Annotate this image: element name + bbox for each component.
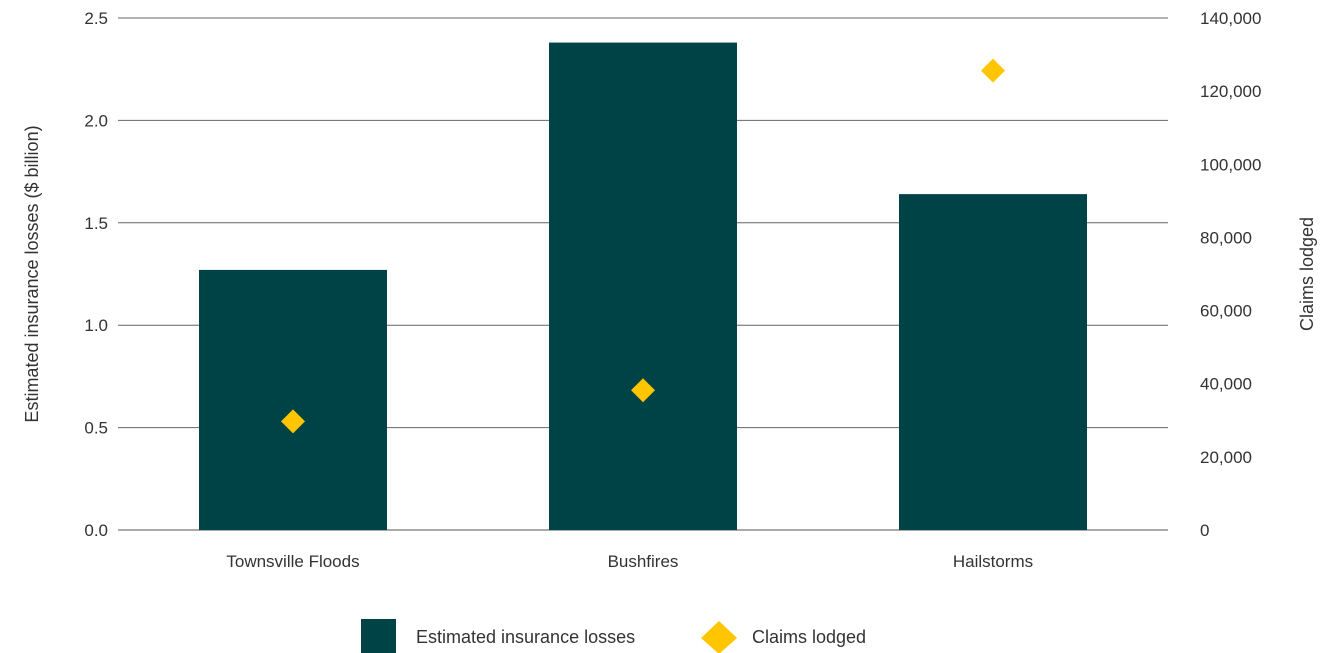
- right-axis-ticks: 0 20,000 40,000 60,000 80,000 100,000 120,000 1…: [1200, 9, 1261, 540]
- left-tick-label: 0.5: [84, 419, 108, 438]
- claims-marker-bushfires: [631, 378, 655, 403]
- category-label: Townsville Floods: [226, 552, 359, 571]
- legend-label-losses: Estimated insurance losses: [416, 627, 635, 647]
- category-labels: Townsville Floods Bushfires Hailstorms: [226, 552, 1033, 571]
- category-label: Hailstorms: [953, 552, 1033, 571]
- bars: [199, 42, 1087, 531]
- left-axis-title: Estimated insurance losses ($ billion): [22, 125, 42, 422]
- right-tick-label: 140,000: [1200, 9, 1261, 28]
- right-axis-title: Claims lodged: [1297, 217, 1317, 331]
- legend: Estimated insurance losses Claims lodged: [361, 619, 866, 653]
- left-axis-ticks: 0.0 0.5 1.0 1.5 2.0 2.5: [84, 9, 108, 540]
- claims-markers: [281, 58, 1005, 434]
- right-tick-label: 80,000: [1200, 228, 1252, 247]
- left-tick-label: 0.0: [84, 521, 108, 540]
- right-tick-label: 100,000: [1200, 155, 1261, 174]
- bar-bushfires: [549, 42, 737, 531]
- right-tick-label: 0: [1200, 521, 1209, 540]
- right-tick-label: 20,000: [1200, 448, 1252, 467]
- legend-label-claims: Claims lodged: [752, 627, 866, 647]
- legend-swatch-claims: [701, 621, 737, 653]
- legend-swatch-losses: [361, 619, 396, 653]
- left-tick-label: 1.0: [84, 316, 108, 335]
- right-tick-label: 60,000: [1200, 302, 1252, 321]
- right-tick-label: 120,000: [1200, 82, 1261, 101]
- claims-marker-hailstorms: [981, 58, 1005, 83]
- category-label: Bushfires: [608, 552, 679, 571]
- left-tick-label: 2.0: [84, 111, 108, 130]
- left-tick-label: 2.5: [84, 9, 108, 28]
- left-tick-label: 1.5: [84, 214, 108, 233]
- right-tick-label: 40,000: [1200, 375, 1252, 394]
- claims-marker-townsville-floods: [281, 409, 305, 434]
- bar-townsville-floods: [199, 269, 387, 530]
- bar-hailstorms: [899, 194, 1087, 531]
